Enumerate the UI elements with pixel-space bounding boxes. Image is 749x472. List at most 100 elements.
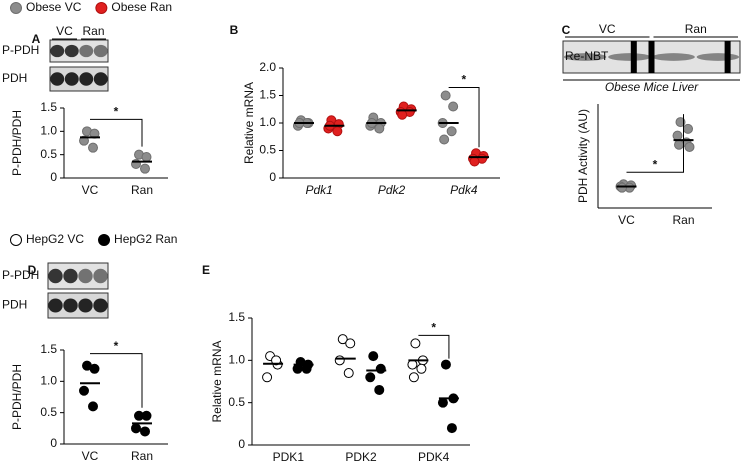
panel: A P-PDH/PDH 0 0.5 1.0 1.5 VC Ran * P-PDH PDH VC Ran <box>2 24 168 197</box>
significance-bracket <box>448 87 480 148</box>
blot-band <box>608 53 651 61</box>
y-tick-label: 1.0 <box>40 374 57 388</box>
data-point <box>617 182 627 193</box>
data-point <box>672 130 683 141</box>
data-point <box>675 117 686 128</box>
significance-bracket <box>626 114 684 173</box>
data-point <box>397 109 408 120</box>
data-point <box>439 134 450 145</box>
data-point <box>368 351 379 362</box>
y-tick-label: 1.5 <box>40 342 57 356</box>
data-point <box>79 385 89 396</box>
y-tick-label: 0 <box>50 436 57 450</box>
x-tick-label: VC <box>82 183 99 197</box>
panel-letter: C <box>562 23 571 37</box>
blot-band <box>563 53 607 61</box>
data-point <box>446 126 457 137</box>
data-point <box>141 410 152 421</box>
blot-band <box>64 72 79 86</box>
data-point <box>271 355 282 366</box>
blot-band <box>79 72 94 86</box>
data-point <box>408 372 419 383</box>
y-tick-label: 1.0 <box>228 353 245 367</box>
data-point <box>416 363 427 374</box>
significance-label: * <box>431 321 436 335</box>
blot-label: P-PDH <box>2 43 39 57</box>
data-point <box>683 123 693 134</box>
significance-bracket <box>90 118 143 147</box>
blot-band <box>50 44 65 58</box>
legend-label: Obese VC <box>26 0 82 14</box>
panel-letter: A <box>32 32 41 46</box>
x-tick-label: Pdk2 <box>378 183 406 197</box>
blot-band <box>79 44 94 58</box>
panel-letter: E <box>202 263 210 277</box>
blot-label: PDH <box>2 298 27 312</box>
data-point <box>375 363 386 374</box>
y-tick-label: 1.0 <box>259 115 276 129</box>
legend-swatch <box>10 2 22 14</box>
blot-separator <box>630 41 637 73</box>
blot-band <box>93 44 108 58</box>
blot-band <box>63 298 78 313</box>
data-point <box>334 355 345 366</box>
data-point <box>440 359 451 370</box>
panel: C PDH Activity (AU) VC Ran * Obese Mice Liver… <box>562 22 741 227</box>
legend-swatch <box>10 234 22 246</box>
x-tick-label: Ran <box>131 449 153 463</box>
panel-letter: D <box>28 263 37 277</box>
blot-band <box>48 298 63 313</box>
legend-label: Obese Ran <box>111 0 172 14</box>
blot-group-label: VC <box>599 22 616 36</box>
blot-separator <box>648 41 655 73</box>
data-point <box>140 163 150 174</box>
blot-band <box>93 268 108 284</box>
data-point <box>345 338 356 349</box>
blot-group-label: Ran <box>82 24 104 38</box>
legend-label: HepG2 VC <box>26 232 84 246</box>
y-tick-label: 1.0 <box>40 124 57 138</box>
y-tick-label: 2.0 <box>259 60 276 74</box>
data-point <box>89 363 100 374</box>
y-tick-label: 1.5 <box>228 310 245 324</box>
blot-band <box>78 268 93 284</box>
y-tick-label: 0 <box>50 170 57 184</box>
blot-band <box>78 298 93 313</box>
blot-group-label: Ran <box>685 22 707 36</box>
y-axis-label: PDH Activity (AU) <box>576 109 590 203</box>
data-point <box>448 101 459 112</box>
y-tick-label: 0 <box>238 437 245 451</box>
data-point <box>79 135 89 146</box>
blot-group-label: VC <box>56 24 73 38</box>
y-tick-label: 0.5 <box>228 395 245 409</box>
data-point <box>440 90 451 101</box>
y-tick-label: 0.5 <box>40 405 57 419</box>
y-axis-label: P-PDH/PDH <box>10 364 24 430</box>
blot-band <box>93 72 108 86</box>
panel-letter: B <box>230 23 239 37</box>
panel: D P-PDH/PDH 0 0.5 1.0 1.5 VC Ran * P-PDH PDH <box>2 262 168 463</box>
blot-band <box>696 53 740 61</box>
data-point <box>88 401 98 412</box>
blot-band <box>652 53 695 61</box>
data-point <box>337 334 348 345</box>
data-point <box>407 359 418 370</box>
panel: E Relative mRNA 0 0.5 1.0 1.5 PDK1 PDK2 PDK4 * <box>202 263 470 464</box>
data-point <box>684 141 695 152</box>
blot-strip <box>49 39 109 63</box>
significance-label: * <box>114 339 119 353</box>
data-point <box>141 152 152 162</box>
y-axis-label: Relative mRNA <box>210 340 224 422</box>
data-point <box>469 156 480 167</box>
legend-swatch <box>95 2 108 14</box>
data-point <box>131 423 141 434</box>
data-point <box>437 397 448 408</box>
data-point <box>674 139 684 150</box>
data-point <box>446 423 457 434</box>
y-tick-label: 1.5 <box>40 100 57 114</box>
data-point <box>301 363 312 374</box>
blot-band <box>63 268 78 284</box>
blot-separator <box>724 41 731 73</box>
x-tick-label: Ran <box>672 213 694 227</box>
data-point <box>343 368 354 379</box>
